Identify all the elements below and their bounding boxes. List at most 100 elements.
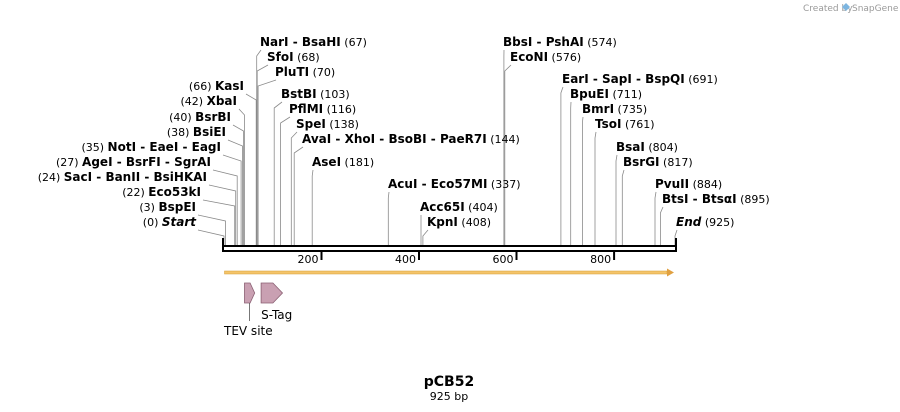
site-line-27 — [212, 169, 238, 245]
feature-s-tag[interactable]: S-Tag — [260, 282, 292, 322]
site-label-691[interactable]: EarI - SapI - BspQI (691) — [562, 72, 718, 86]
ruler-tick-label-400: 400 — [395, 253, 416, 266]
enzyme-name: BsrFI — [126, 155, 161, 169]
enzyme-name: PluTI — [275, 65, 309, 79]
feature-tev-site[interactable]: TEV site — [223, 282, 273, 338]
site-position: (27) — [56, 156, 82, 169]
enzyme-name: Eco53kI — [148, 185, 201, 199]
site-position: (925) — [701, 216, 734, 229]
site-label-138[interactable]: SpeI (138) — [296, 117, 359, 131]
site-position: (408) — [458, 216, 491, 229]
site-line-884 — [654, 191, 657, 245]
site-label-925[interactable]: End (925) — [676, 215, 734, 229]
site-line-576 — [504, 64, 512, 245]
site-label-817[interactable]: BsrGI (817) — [623, 155, 693, 169]
enzyme-name: NotI — [108, 140, 137, 154]
site-label-116[interactable]: PflMI (116) — [289, 102, 356, 116]
brand-app-name: SnapGene — [852, 4, 899, 14]
site-label-35[interactable]: (35) NotI - EaeI - EagI — [81, 140, 221, 154]
ruler-tick-800 — [613, 252, 616, 260]
site-line-408 — [422, 229, 429, 245]
site-label-181[interactable]: AseI (181) — [312, 155, 374, 169]
site-label-337[interactable]: AcuI - Eco57MI (337) — [388, 177, 521, 191]
site-label-144[interactable]: AvaI - XhoI - BsoBI - PaeR7I (144) — [302, 132, 520, 146]
ruler-right-cap — [675, 238, 677, 252]
site-label-735[interactable]: BmrI (735) — [582, 102, 647, 116]
site-position: (404) — [465, 201, 498, 214]
enzyme-name: BstBI — [281, 87, 317, 101]
site-label-42[interactable]: (42) XbaI — [181, 94, 237, 108]
site-line-761 — [594, 131, 597, 245]
feature-arrow[interactable] — [244, 282, 256, 304]
site-position: (42) — [181, 95, 207, 108]
enzyme-name: EagI — [192, 140, 221, 154]
enzyme-name: Acc65I — [420, 200, 465, 214]
site-label-711[interactable]: BpuEI (711) — [570, 87, 642, 101]
site-label-576[interactable]: EcoNI (576) — [510, 50, 581, 64]
site-position: (70) — [309, 66, 335, 79]
site-line-22 — [202, 199, 236, 245]
site-line-103 — [273, 101, 283, 245]
site-label-574[interactable]: BbsI - PshAI (574) — [503, 35, 617, 49]
site-position: (103) — [317, 88, 350, 101]
site-position: (181) — [341, 156, 374, 169]
restriction-site-labels: (0) Start(3) BspEI(22) Eco53kI(24) SacI … — [38, 35, 770, 229]
site-label-895[interactable]: BtsI - BtsαI (895) — [662, 192, 770, 206]
site-label-884[interactable]: PvuII (884) — [655, 177, 722, 191]
site-label-38[interactable]: (38) BsiEI — [167, 125, 226, 139]
site-label-68[interactable]: SfoI (68) — [267, 50, 320, 64]
site-position: (3) — [139, 201, 158, 214]
enzyme-name: Eco57MI — [431, 177, 488, 191]
site-position: (711) — [609, 88, 642, 101]
enzyme-name: SpeI — [296, 117, 326, 131]
site-position: (735) — [614, 103, 647, 116]
enzyme-name: BsaHI — [302, 35, 341, 49]
site-line-0 — [197, 229, 225, 245]
site-label-103[interactable]: BstBI (103) — [281, 87, 350, 101]
ruler-ticks: 200 400 600 800 — [298, 252, 616, 266]
site-label-22[interactable]: (22) Eco53kI — [122, 185, 201, 199]
enzyme-name: PaeR7I — [440, 132, 487, 146]
orf-bar — [224, 270, 668, 275]
site-position: (804) — [645, 141, 678, 154]
site-label-27[interactable]: (27) AgeI - BsrFI - SgrAI — [56, 155, 211, 169]
enzyme-name: TsoI — [595, 117, 621, 131]
site-label-0[interactable]: (0) Start — [143, 215, 197, 229]
site-line-181 — [311, 169, 314, 245]
site-label-804[interactable]: BsaI (804) — [616, 140, 678, 154]
site-label-404[interactable]: Acc65I (404) — [420, 200, 498, 214]
enzyme-name: BtsI — [662, 192, 689, 206]
site-line-38 — [227, 139, 243, 245]
site-position: (761) — [621, 118, 654, 131]
enzyme-name: AseI — [312, 155, 341, 169]
enzyme-name: BmrI — [582, 102, 614, 116]
ruler-tick-400 — [418, 252, 420, 260]
orf-arrowhead — [667, 268, 674, 277]
site-label-40[interactable]: (40) BsrBI — [169, 110, 231, 124]
ruler-top-strand — [223, 245, 676, 247]
site-connector-lines — [197, 49, 678, 245]
site-label-70[interactable]: PluTI (70) — [275, 65, 335, 79]
enzyme-name: BsiEI — [193, 125, 226, 139]
site-label-24[interactable]: (24) SacI - BanII - BsiHKAI — [38, 170, 207, 184]
site-position: (68) — [294, 51, 320, 64]
site-position: (691) — [685, 73, 718, 86]
site-label-408[interactable]: KpnI (408) — [427, 215, 491, 229]
site-label-3[interactable]: (3) BspEI — [139, 200, 196, 214]
site-line-895 — [660, 206, 664, 245]
site-label-761[interactable]: TsoI (761) — [595, 117, 655, 131]
enzyme-name: BpuEI — [570, 87, 609, 101]
enzyme-name: XhoI — [345, 132, 376, 146]
ruler-tick-label-600: 600 — [493, 253, 514, 266]
site-line-804 — [615, 154, 618, 245]
snapgene-brand: Created by SnapGene — [803, 3, 899, 14]
enzyme-name: BsoBI — [388, 132, 426, 146]
ruler-left-cap — [222, 238, 224, 252]
feature-arrow[interactable] — [260, 282, 284, 304]
enzyme-name: BspQI — [645, 72, 685, 86]
enzyme-name: SapI — [602, 72, 632, 86]
site-line-817 — [621, 169, 625, 245]
sequence-length: 925 bp — [430, 390, 468, 403]
site-label-66[interactable]: (66) KasI — [189, 79, 244, 93]
site-label-67[interactable]: NarI - BsaHI (67) — [260, 35, 367, 49]
